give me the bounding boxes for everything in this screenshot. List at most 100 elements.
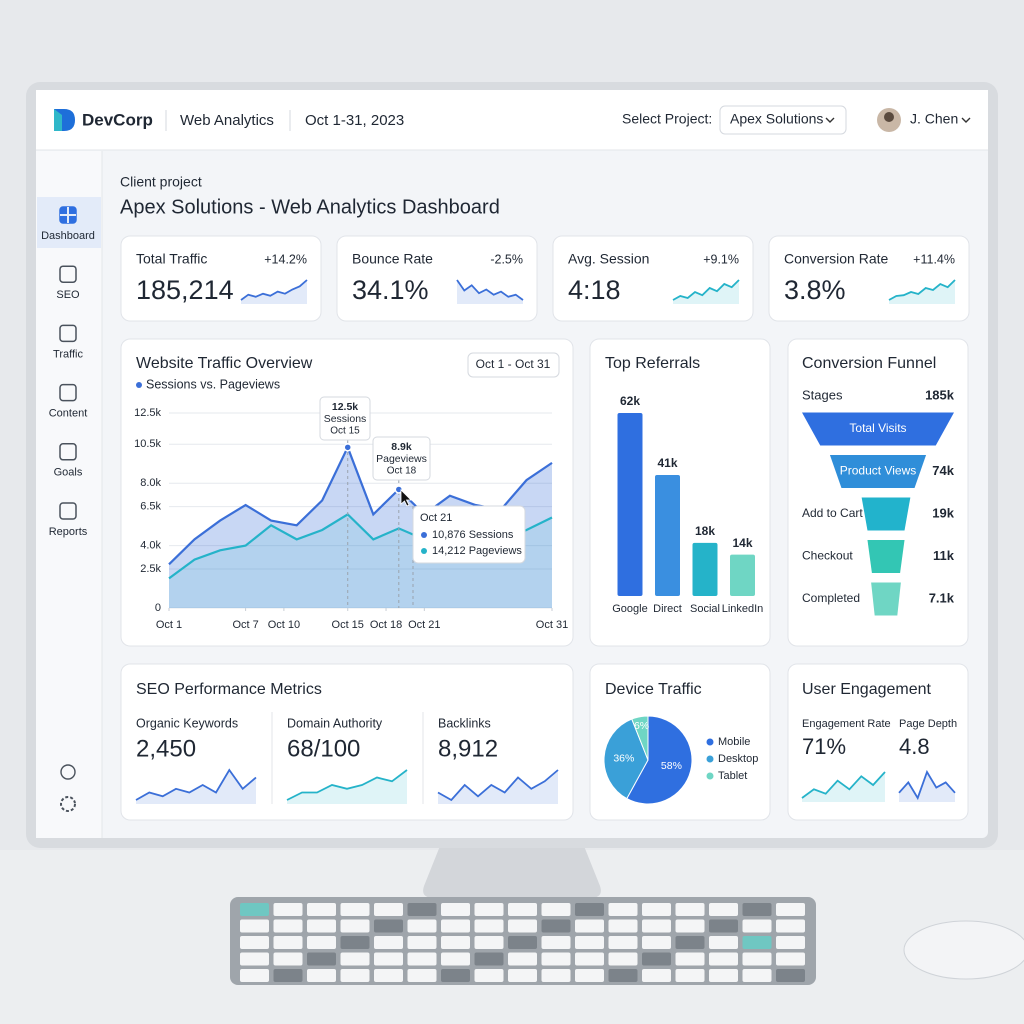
nav-icon[interactable] — [59, 324, 77, 343]
key — [273, 919, 303, 933]
key — [307, 952, 336, 966]
funnel-header: Stages — [802, 387, 843, 402]
key — [776, 952, 805, 966]
tooltip-date: Oct 15 — [330, 426, 360, 437]
settings-icon[interactable] — [60, 796, 76, 812]
bar — [730, 554, 755, 596]
eyebrow: Client project — [120, 174, 202, 190]
key — [273, 903, 303, 916]
tooltip-date: Oct 21 — [420, 512, 452, 524]
key — [742, 969, 772, 982]
sidebar — [36, 151, 102, 838]
funnel-value: 185k — [925, 387, 955, 402]
bar-category: LinkedIn — [722, 603, 764, 615]
key — [541, 903, 571, 916]
key — [608, 952, 638, 966]
legend-label: Mobile — [718, 736, 750, 748]
metric-sparkline — [437, 769, 559, 802]
key — [575, 936, 604, 949]
legend-dot — [706, 772, 714, 780]
kpi-sparkline-area — [241, 280, 307, 304]
pie-slice — [631, 715, 649, 761]
tooltip-date: Oct 18 — [387, 466, 417, 477]
key — [608, 936, 638, 949]
key — [474, 952, 504, 966]
nav-label: Goals — [54, 467, 83, 479]
kpi-change: +14.2% — [264, 252, 307, 266]
key — [642, 969, 671, 982]
key — [675, 952, 705, 966]
key — [407, 969, 437, 982]
funnel-value: 7.1k — [929, 590, 955, 605]
y-tick-label: 2.5k — [140, 563, 161, 575]
metric-sparkline — [898, 769, 956, 801]
nav-icon[interactable] — [59, 502, 77, 520]
funnel-stage-label: Product Views — [840, 464, 916, 478]
key — [541, 952, 571, 966]
x-tick-label: Oct 18 — [370, 619, 402, 631]
metric-label: Backlinks — [438, 716, 491, 730]
x-tick-label: Oct 7 — [232, 619, 258, 631]
funnel-value: 74k — [932, 463, 954, 478]
key — [273, 952, 303, 966]
key — [407, 936, 437, 949]
metric-value: 4.8 — [899, 734, 930, 759]
key — [776, 969, 805, 982]
legend-label: Tablet — [718, 770, 747, 782]
key — [374, 903, 403, 916]
x-tick-label: Oct 15 — [332, 619, 364, 631]
key — [709, 903, 738, 916]
x-tick-label: Oct 21 — [408, 619, 440, 631]
nav-icon[interactable] — [59, 443, 77, 461]
chart-title: Conversion Funnel — [802, 355, 936, 372]
chevron — [825, 117, 835, 123]
tooltip-row: 14,212 Pageviews — [432, 545, 522, 557]
nav-icon[interactable] — [59, 265, 77, 283]
tooltip-label: Sessions — [324, 413, 367, 425]
funnel-stage-label: Completed — [802, 591, 860, 605]
nav-icon[interactable] — [59, 383, 77, 402]
avatar-head — [884, 112, 894, 122]
key — [273, 969, 303, 982]
key — [374, 919, 403, 933]
chevron — [961, 117, 971, 123]
key — [474, 969, 504, 982]
kpi-value: 4:18 — [568, 275, 621, 305]
key — [273, 936, 303, 949]
x-tick-label: Oct 1 — [156, 619, 182, 631]
key — [675, 903, 705, 916]
key — [307, 936, 336, 949]
metric-label: Organic Keywords — [136, 716, 238, 730]
bar-category: Social — [690, 603, 720, 615]
key — [709, 936, 738, 949]
key — [307, 903, 336, 916]
funnel-stage-label: Add to Cart — [802, 506, 863, 520]
kpi-value: 3.8% — [784, 275, 846, 305]
key — [240, 919, 269, 933]
key — [541, 919, 571, 933]
date-range: Oct 1-31, 2023 — [305, 112, 404, 129]
cursor — [400, 489, 412, 507]
legend-dot — [706, 755, 714, 763]
key — [575, 903, 604, 916]
tooltip — [319, 396, 371, 441]
logo-accent — [54, 109, 62, 131]
range-button[interactable] — [467, 352, 560, 378]
bar — [617, 413, 643, 596]
key — [340, 969, 370, 982]
chart-title: Website Traffic Overview — [136, 355, 313, 372]
project-select[interactable] — [719, 105, 847, 135]
tooltip-value: 12.5k — [332, 401, 358, 413]
kpi-sparkline — [456, 279, 524, 301]
kpi-sparkline — [888, 279, 956, 301]
metric-sparkline-area — [136, 770, 256, 804]
kpi-label: Avg. Session — [568, 251, 649, 267]
key — [407, 903, 437, 916]
help-icon[interactable] — [60, 764, 76, 780]
nav-label: Content — [49, 408, 88, 420]
metric-sparkline — [135, 768, 257, 801]
mouse — [903, 920, 1024, 980]
key — [575, 919, 604, 933]
funnel-stage — [829, 455, 927, 488]
